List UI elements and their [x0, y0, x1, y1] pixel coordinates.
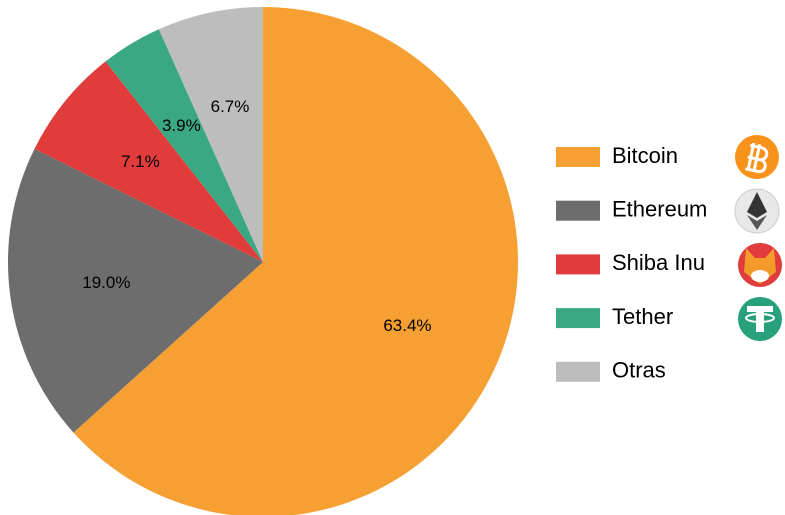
legend-label: Otras [612, 358, 666, 383]
pie-slice [73, 7, 518, 515]
legend-label: Tether [612, 304, 673, 329]
legend-swatch [556, 254, 600, 275]
pie-slice [158, 7, 263, 262]
ethereum-glyph [747, 215, 767, 230]
legend-label: Ethereum [612, 197, 707, 222]
pie-slice [34, 61, 263, 263]
legend-swatch [556, 200, 600, 221]
ethereum-glyph [747, 192, 767, 218]
slice-label: 7.1% [121, 152, 160, 171]
legend-swatch [556, 308, 600, 329]
tether-glyph [756, 306, 764, 332]
slice-label: 6.7% [211, 97, 250, 116]
slice-label: 63.4% [383, 316, 431, 335]
slice-label: 3.9% [162, 116, 201, 135]
shiba-glyph [751, 270, 769, 282]
bitcoin-glyph [744, 142, 769, 174]
icons [734, 135, 782, 341]
tether-glyph [745, 313, 775, 323]
slice-label: 19.0% [82, 273, 130, 292]
pie-slice [7, 148, 263, 433]
pie-slice [105, 29, 263, 262]
legend-label: Bitcoin [612, 143, 678, 168]
pie: 63.4% 19.0% 7.1%3.9% 6.7% [7, 7, 518, 515]
legend: Bitcoin Ethereum Shiba Inu Tether Otras [556, 143, 707, 383]
legend-swatch [556, 147, 600, 167]
legend-swatch [556, 361, 600, 382]
legend-label: Shiba Inu [612, 250, 705, 275]
